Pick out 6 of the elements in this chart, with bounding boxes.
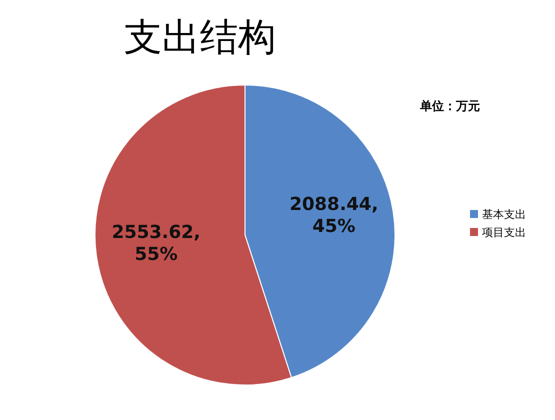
data-label: 2553.62, 55%: [112, 222, 201, 266]
legend-label: 基本支出: [482, 208, 526, 221]
text: 单位：万元: [419, 99, 480, 113]
data-label: 2088.44, 45%: [289, 194, 378, 237]
title: 支出结构: [124, 15, 276, 59]
legend-label: 项目支出: [482, 226, 526, 239]
